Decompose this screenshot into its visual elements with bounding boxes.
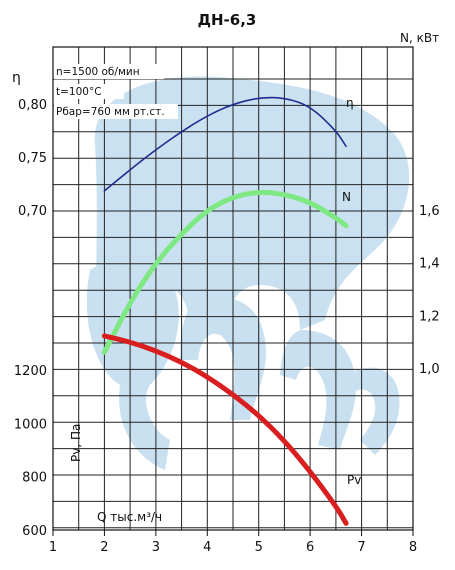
series-label-pv: Pv	[347, 473, 361, 487]
eta-axis-label: η	[12, 70, 21, 86]
note-background	[54, 64, 164, 79]
eta-tick-label: 0,75	[18, 151, 47, 166]
x-tick-label: 6	[306, 540, 314, 555]
series-label-n: N	[342, 190, 351, 204]
note-background	[54, 104, 178, 119]
x-tick-label: 4	[203, 540, 211, 555]
x-tick-label: 8	[409, 540, 417, 555]
watermark-logo	[86, 76, 410, 470]
pv-tick-label: 1000	[14, 417, 47, 432]
pv-tick-label: 1200	[14, 364, 47, 379]
pv-tick-label: 600	[22, 524, 47, 539]
note-background	[54, 84, 124, 99]
n-tick-label: 1,2	[419, 309, 440, 324]
eta-tick-label: 0,80	[18, 98, 47, 113]
n-tick-label: 1,6	[419, 204, 440, 219]
chart-title: ДН-6,3	[198, 11, 257, 29]
axis-ticks: 1 2 3 4 5 6 7 8 0,70 0,75 0,80 1,0 1,2 1,4 1,6 600 800 10…	[14, 98, 440, 555]
condition-temperature: t=100°С	[56, 86, 102, 98]
x-tick-label: 5	[255, 540, 263, 555]
eta-tick-label: 0,70	[18, 204, 47, 219]
condition-speed: n=1500 об/мин	[56, 66, 140, 78]
plot-frame	[52, 46, 414, 531]
x-axis-label: Q тыс.м³/ч	[97, 510, 162, 524]
pv-tick-label: 800	[22, 471, 47, 486]
x-tick-label: 2	[100, 540, 108, 555]
x-tick-label: 7	[357, 540, 365, 555]
series-label-eta: η	[346, 96, 354, 110]
x-tick-label: 3	[152, 540, 160, 555]
series-line-pv	[101, 333, 349, 526]
condition-pressure: Pбар=760 мм рт.ст.	[56, 106, 165, 118]
pv-axis-label: Pv, Па	[69, 424, 83, 462]
n-tick-label: 1,4	[419, 257, 440, 272]
series-lines	[101, 96, 349, 526]
x-tick-label: 1	[49, 540, 57, 555]
series-line-n	[101, 189, 349, 355]
series-line-eta	[103, 96, 347, 192]
n-axis-label: N, кВт	[400, 31, 439, 45]
n-tick-label: 1,0	[419, 362, 440, 377]
